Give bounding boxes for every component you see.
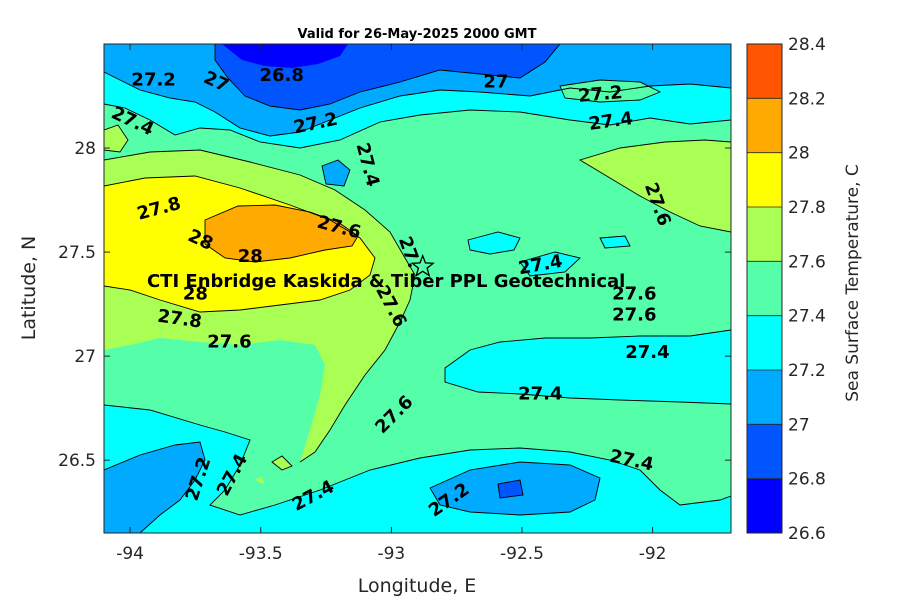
colorbar-segment (747, 478, 782, 533)
contour-fill-north-266 (222, 44, 348, 68)
contour-label: 27.6 (207, 332, 251, 353)
contour-fill-core-280 (205, 205, 358, 262)
contour-fill-island-a (322, 160, 350, 186)
site-star-marker (410, 253, 435, 278)
contour-label: 27.2 (131, 69, 175, 90)
colorbar-tick-label: 28 (788, 144, 810, 164)
contour-label: 27.4 (518, 384, 562, 405)
y-tick-label: 26.5 (58, 451, 96, 471)
y-axis-label: Latitude, N (18, 236, 40, 341)
colorbar-segment (747, 424, 782, 479)
contour-fill-east-mid-272 (468, 232, 520, 254)
contour-label: 27.4 (625, 342, 669, 363)
x-tick-label: -92 (639, 544, 667, 564)
contour-fill-south-268 (498, 480, 523, 498)
colorbar: 26.6 26.8 27 27.2 27.4 27.6 27.8 28 28.2 28.4 (746, 35, 826, 544)
y-tick-label: 28 (74, 139, 96, 159)
x-tick-label: -92.5 (500, 544, 544, 564)
colorbar-segment (747, 315, 782, 370)
y-axis-ticks: 26.5 27 27.5 28 (58, 139, 731, 471)
contour-label: 27.6 (612, 284, 656, 305)
colorbar-segment (747, 152, 782, 207)
annotation-layer: CTI Enbridge Kaskida & Tiber PPL Geotech… (147, 253, 625, 292)
chart-title: Valid for 26-May-2025 2000 GMT (298, 27, 537, 42)
contour-fill-island-c (255, 476, 264, 484)
contour-lines (104, 44, 731, 533)
contour-fill-east-small-272 (600, 236, 630, 248)
contour-fill-south-270 (104, 442, 205, 533)
colorbar-segment (747, 370, 782, 425)
x-tick-label: -94 (116, 544, 144, 564)
contour-label: 27 (483, 71, 508, 92)
colorbar-tick-label: 27.8 (788, 198, 826, 218)
colorbar-tick-label: 26.6 (788, 524, 826, 544)
contour-label: 28 (183, 284, 208, 305)
contour-label: 27.6 (612, 305, 656, 326)
contour-fill-ne-276 (580, 140, 731, 232)
y-tick-label: 27 (74, 347, 96, 367)
contour-label: 28 (238, 246, 263, 267)
x-axis-label: Longitude, E (358, 575, 477, 597)
colorbar-tick-label: 27.6 (788, 252, 826, 272)
colorbar-tick-label: 27.4 (788, 307, 826, 327)
site-annotation: CTI Enbridge Kaskida & Tiber PPL Geotech… (147, 271, 625, 292)
colorbar-tick-label: 27.2 (788, 361, 826, 381)
x-axis-ticks: -94 -93.5 -93 -92.5 -92 (116, 44, 667, 564)
y-tick-label: 27.5 (58, 243, 96, 263)
colorbar-segment (747, 261, 782, 316)
colorbar-tick-label: 28.4 (788, 35, 826, 55)
contour-label: 27.2 (577, 82, 623, 107)
x-tick-label: -93 (377, 544, 405, 564)
colorbar-segment (747, 98, 782, 153)
x-tick-label: -93.5 (239, 544, 283, 564)
contour-fill-east-272 (445, 330, 731, 404)
colorbar-tick-label: 28.2 (788, 89, 826, 109)
colorbar-segment (747, 44, 782, 99)
colorbar-segment (747, 207, 782, 262)
contour-label: 26.8 (259, 65, 303, 86)
contour-fill-ne-274 (560, 80, 660, 102)
colorbar-tick-label: 27 (788, 415, 810, 435)
plot-frame (103, 43, 732, 534)
colorbar-label: Sea Surface Temperature, C (843, 164, 863, 402)
colorbar-tick-label: 26.8 (788, 470, 826, 490)
